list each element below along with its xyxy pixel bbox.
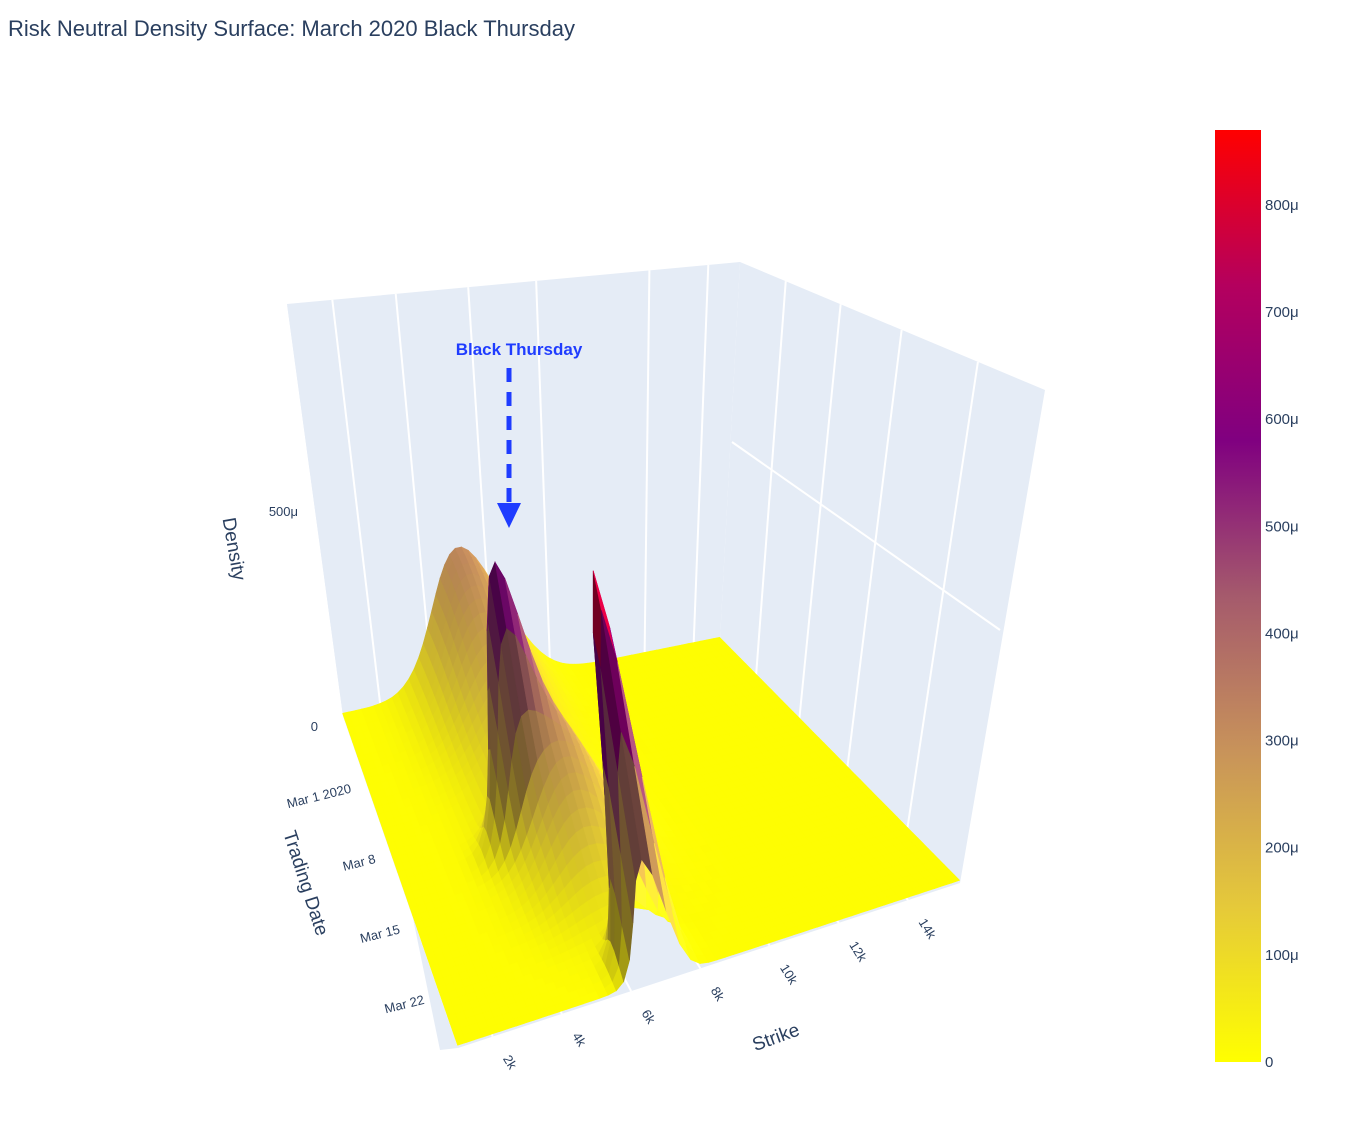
y-tick-label: Mar 1 2020 <box>285 781 352 811</box>
black-thursday-annotation: Black Thursday <box>456 340 583 528</box>
z-axis-title: Density <box>218 516 250 583</box>
x-tick-label: 10k <box>777 961 801 987</box>
x-tick-label: 2k <box>500 1052 520 1072</box>
colorbar-tick-label: 700μ <box>1265 304 1299 321</box>
colorbar-tick-label: 0 <box>1265 1054 1273 1071</box>
colorbar-tick-label: 500μ <box>1265 518 1299 535</box>
colorbar-gradient <box>1215 130 1261 1062</box>
x-tick-label: 14k <box>916 916 940 942</box>
grid-back-left-4 <box>643 270 651 656</box>
chart-title: Risk Neutral Density Surface: March 2020… <box>8 16 575 41</box>
z-tick-label: 0 <box>311 719 318 734</box>
annotation-arrowhead <box>497 503 521 528</box>
z-tick-label: 500μ <box>269 504 298 519</box>
colorbar-tick-label: 300μ <box>1265 733 1299 750</box>
x-tick-label: 4k <box>569 1030 589 1050</box>
x-tick-label: 8k <box>708 984 728 1004</box>
colorbar-tick-label: 800μ <box>1265 197 1299 214</box>
grid-back-left-3 <box>535 280 552 675</box>
grid-back-right-3 <box>906 361 979 830</box>
colorbar-tick-label: 200μ <box>1265 840 1299 857</box>
grid-back-left-5 <box>692 264 710 646</box>
grid-back-right-2 <box>846 329 903 769</box>
y-tick-label: Mar 15 <box>359 922 402 946</box>
grid-z-500 <box>731 441 1001 631</box>
density-surface[interactable] <box>342 546 961 1046</box>
colorbar-tick-label: 400μ <box>1265 625 1299 642</box>
y-tick-label: Mar 8 <box>341 851 377 874</box>
grid-back-right-1 <box>798 304 842 721</box>
x-tick-label: 6k <box>639 1007 659 1027</box>
grid-back-right-0 <box>755 281 787 677</box>
back-wall-left <box>287 262 740 716</box>
colorbar: 0 100μ 200μ 300μ 400μ 500μ 600μ 700μ 800μ <box>1215 130 1299 1071</box>
annotation-text: Black Thursday <box>456 340 583 359</box>
surface-cell <box>945 874 961 884</box>
colorbar-tick-label: 600μ <box>1265 411 1299 428</box>
y-tick-label: Mar 22 <box>383 992 426 1016</box>
back-wall-right <box>720 262 1045 883</box>
y-axis-title: Trading Date <box>278 828 332 938</box>
colorbar-tick-label: 100μ <box>1265 947 1299 964</box>
x-tick-label: 12k <box>846 938 870 964</box>
x-axis-title: Strike <box>750 1020 803 1056</box>
grid-back-left-0 <box>331 299 382 709</box>
